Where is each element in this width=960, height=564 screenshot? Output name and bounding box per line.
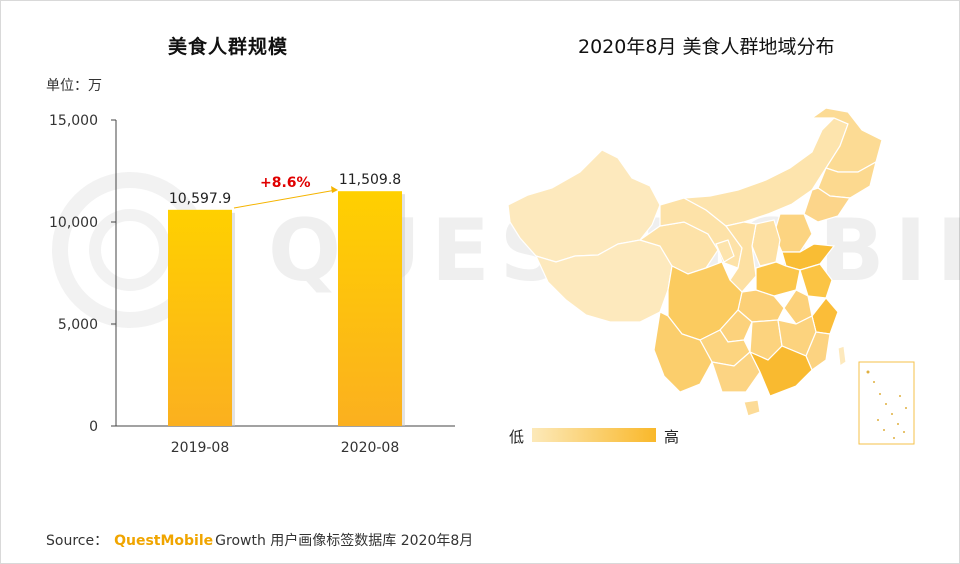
bar-value-label: 11,509.8 <box>339 172 401 188</box>
growth-arrow-line <box>233 189 337 209</box>
province-guangdong <box>748 345 813 397</box>
source-note: Source： QuestMobile Growth 用户画像标签数据库 2020年… <box>46 530 473 550</box>
growth-arrow-head <box>331 186 338 193</box>
province-hebei <box>773 213 813 253</box>
source-brand: QuestMobile <box>114 533 214 549</box>
y-tick-label: 5,000 <box>58 317 98 333</box>
bar-2020-08 <box>338 191 402 426</box>
growth-label: +8.6% <box>260 175 311 191</box>
y-tick-label: 15,000 <box>49 113 98 129</box>
south-china-sea-islands <box>866 370 907 439</box>
source-prefix: Source： <box>46 533 109 549</box>
x-tick-label: 2019-08 <box>171 440 230 456</box>
y-tick-label: 0 <box>89 419 98 435</box>
x-tick-label: 2020-08 <box>341 440 400 456</box>
province-ningxia <box>715 239 735 263</box>
province-liaoning <box>803 187 852 223</box>
province-taiwan <box>837 345 847 368</box>
map-chart-title: 2020年8月 美食人群地域分布 <box>578 36 835 58</box>
legend-high-label: 高 <box>664 428 680 446</box>
y-tick-label: 10,000 <box>49 215 98 231</box>
bar-chart-title: 美食人群规模 <box>168 36 289 58</box>
unit-label: 单位：万 <box>46 78 102 94</box>
province-zhejiang <box>811 297 839 335</box>
map-provinces <box>507 107 883 417</box>
source-rest: Growth 用户画像标签数据库 2020年8月 <box>215 533 474 549</box>
province-hainan <box>743 399 761 417</box>
legend-low-label: 低 <box>509 428 525 446</box>
province-shaanxi <box>724 221 757 293</box>
province-yunnan <box>653 311 713 393</box>
bar-2019-08 <box>168 209 232 426</box>
bar-value-label: 10,597.9 <box>169 191 231 207</box>
south-china-sea-inset <box>858 361 915 445</box>
province-jiangsu <box>799 263 833 299</box>
province-shanxi <box>751 219 781 267</box>
legend-gradient-bar <box>532 428 656 442</box>
